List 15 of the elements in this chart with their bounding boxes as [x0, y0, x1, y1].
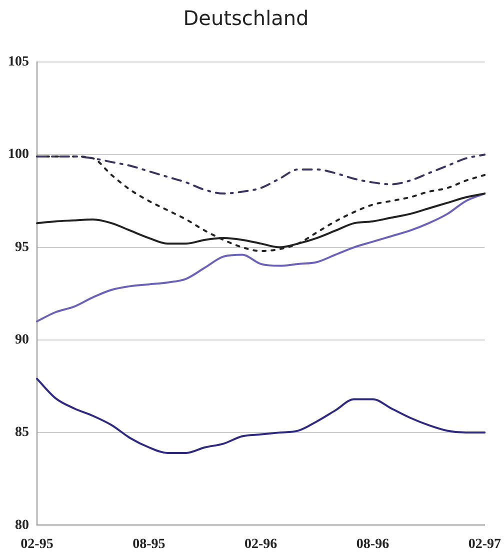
x-tick-label: 02-96 [244, 537, 278, 552]
y-tick-label: 105 [8, 54, 29, 70]
line-series [36, 154, 486, 195]
line-series [36, 192, 486, 322]
x-tick-label: 02-95 [20, 537, 54, 552]
y-tick-label: 80 [15, 518, 29, 533]
y-tick-label: 85 [15, 425, 29, 440]
x-tick-label: 08-95 [132, 537, 166, 552]
line-series [36, 378, 486, 454]
y-tick-label: 95 [15, 240, 29, 255]
x-tick-label: 02-97 [468, 537, 502, 552]
chart-title: Deutschland [183, 6, 309, 30]
y-tick-label: 90 [15, 332, 29, 348]
y-tick-label: 100 [8, 147, 29, 162]
x-tick-label: 08-96 [356, 537, 390, 552]
